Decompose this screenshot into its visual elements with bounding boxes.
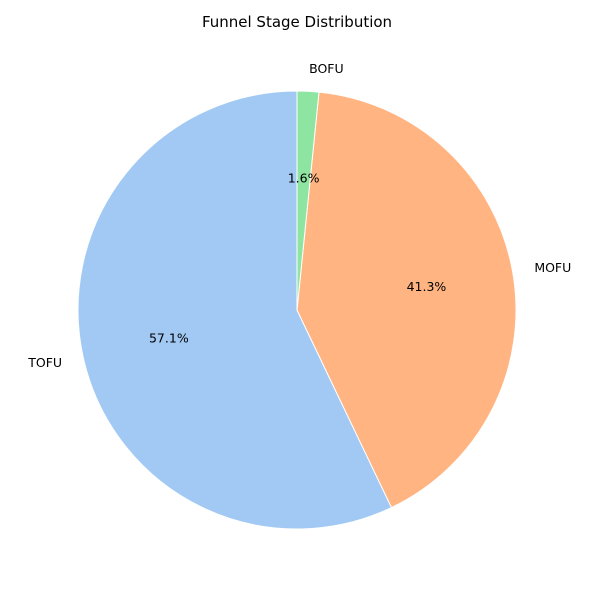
slice-label-mofu: MOFU [534, 260, 571, 275]
pie-slice-tofu [77, 90, 393, 530]
chart-title: Funnel Stage Distribution [202, 13, 392, 31]
slice-percent-bofu: 1.6% [288, 170, 320, 185]
pie-slices [77, 90, 517, 530]
slice-percent-mofu: 41.3% [407, 279, 447, 294]
slice-label-bofu: BOFU [309, 61, 344, 76]
slice-percent-tofu: 57.1% [149, 331, 189, 346]
slice-label-tofu: TOFU [27, 355, 62, 370]
pie-slice-bofu [296, 90, 320, 311]
pie-labels: TOFU 57.1% MOFU 41.3% BOFU 1.6% [27, 61, 571, 370]
pie-slice-mofu [296, 91, 517, 509]
